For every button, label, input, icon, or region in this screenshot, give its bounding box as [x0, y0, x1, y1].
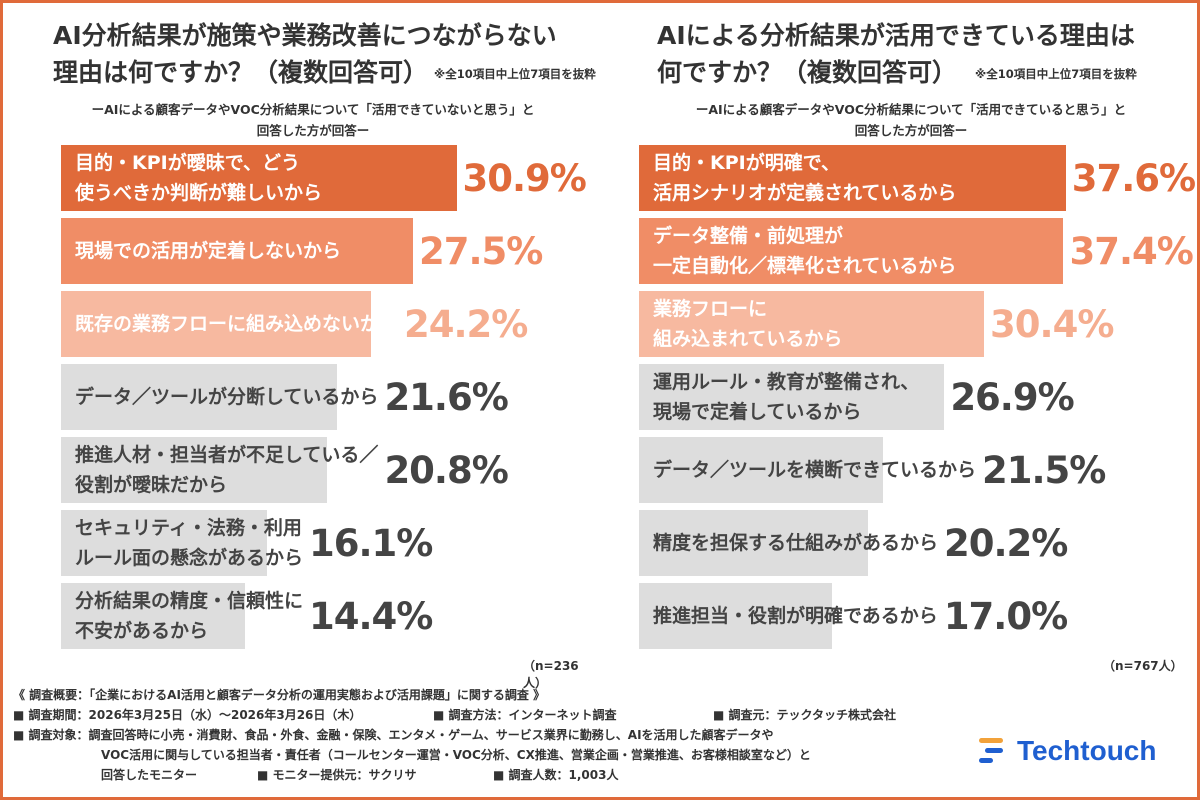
- left-question-title: AI分析結果が施策や業務改善につながらない 理由は何ですか？（複数回答可） ※全1…: [53, 17, 596, 93]
- bar-value-label: 26.9%: [950, 375, 1074, 419]
- bar: [61, 364, 337, 430]
- bar-value-label: 21.6%: [384, 375, 508, 419]
- bar: [61, 510, 267, 576]
- survey-period: ■ 調査期間：2026年3月25日（水）〜2026年3月26日（木）: [13, 708, 362, 722]
- bar-category-label: 運用ルール・教育が整備され、 現場で定着しているから: [653, 371, 920, 423]
- survey-provider: ■ モニター提供元：サクリサ: [257, 768, 417, 782]
- bar: [61, 218, 413, 284]
- bar: [61, 583, 245, 649]
- left-title-line1: AI分析結果が施策や業務改善につながらない: [53, 21, 557, 50]
- bar-row: 業務フローに 組み込まれているから 30.4%: [639, 291, 1197, 357]
- bar-category-label: 推進担当・役割が明確であるから: [653, 605, 938, 627]
- bar: [61, 437, 327, 503]
- right-title-line2: 何ですか？（複数回答可）: [657, 58, 958, 87]
- bar: [639, 583, 832, 649]
- bar: [61, 145, 457, 211]
- bar: [639, 510, 868, 576]
- bar-row: セキュリティ・法務・利用 ルール面の懸念があるから 16.1%: [61, 510, 1119, 576]
- bar-category-label: データ整備・前処理が 一定自動化／標準化されているから: [653, 225, 957, 277]
- left-subtitle: ーAIによる顧客データやVOC分析結果について「活用できていないと思う」と 回答…: [3, 99, 623, 141]
- bar-row: 推進担当・役割が明確であるから 17.0%: [639, 583, 1197, 649]
- bar-row: 現場での活用が定着しないから 27.5%: [61, 218, 1119, 284]
- bar-row: データ整備・前処理が 一定自動化／標準化されているから 37.4%: [639, 218, 1197, 284]
- survey-footer: 《 調査概要：「企業におけるAI活用と顧客データ分析の運用実態および活用課題」に…: [13, 685, 953, 785]
- techtouch-logo-text: Techtouch: [1017, 735, 1157, 766]
- bar: [639, 218, 1063, 284]
- bar-value-label: 37.6%: [1071, 156, 1196, 200]
- bar-category-label: データ／ツールを横断できているから: [653, 459, 977, 481]
- bar-value-label: 16.1%: [309, 521, 433, 565]
- left-panel: AI分析結果が施策や業務改善につながらない 理由は何ですか？（複数回答可） ※全1…: [3, 3, 596, 690]
- bar-value-label: 21.5%: [982, 448, 1106, 492]
- bar-value-label: 20.2%: [944, 521, 1068, 565]
- bar-category-label: 目的・KPIが明確で、 活用シナリオが定義されているから: [653, 152, 957, 204]
- bar-row: 既存の業務フローに組み込めないから 24.2%: [61, 291, 1119, 357]
- techtouch-logo-icon: [979, 738, 1003, 763]
- survey-target-line2: VOC活用に関与している担当者・責任者（コールセンター運営・VOC分析、CX推進…: [101, 748, 811, 762]
- survey-target-line3: 回答したモニター: [101, 768, 198, 782]
- bar-value-label: 20.8%: [384, 448, 508, 492]
- bar-value-label: 17.0%: [943, 594, 1068, 638]
- survey-title: 《 調査概要：「企業におけるAI活用と顧客データ分析の運用実態および活用課題」に…: [13, 688, 546, 702]
- left-subtitle-line1: ーAIによる顧客データやVOC分析結果について「活用できていないと思う」と: [91, 102, 535, 117]
- bar-value-label: 27.5%: [419, 229, 543, 273]
- bar-value-label: 14.4%: [309, 594, 433, 638]
- right-note: ※全10項目中上位7項目を抜粋: [975, 66, 1137, 81]
- bar-row: 分析結果の精度・信頼性に 不安があるから 14.4%: [61, 583, 1119, 649]
- bar-row: 目的・KPIが明確で、 活用シナリオが定義されているから 37.6%: [639, 145, 1197, 211]
- bar: [61, 291, 371, 357]
- left-note: ※全10項目中上位7項目を抜粋: [434, 66, 596, 81]
- bar: [639, 364, 944, 430]
- right-subtitle-line2: 回答した方が回答ー: [854, 123, 968, 138]
- bar-category-label: セキュリティ・法務・利用 ルール面の懸念があるから: [75, 517, 304, 569]
- techtouch-logo: Techtouch: [979, 733, 1156, 769]
- survey-count: ■ 調査人数：1,003人: [493, 768, 619, 782]
- bar-row: 目的・KPIが曖昧で、どう 使うべきか判断が難しいから 30.9%: [61, 145, 1119, 211]
- bar-row: 精度を担保する仕組みがあるから 20.2%: [639, 510, 1197, 576]
- bar-value-label: 24.2%: [404, 302, 528, 346]
- left-title-line2: 理由は何ですか？（複数回答可）: [53, 58, 429, 87]
- survey-source: ■ 調査元：テックタッチ株式会社: [713, 708, 897, 722]
- bar-value-label: 30.9%: [462, 156, 587, 200]
- bar: [639, 145, 1066, 211]
- bar-row: 運用ルール・教育が整備され、 現場で定着しているから 26.9%: [639, 364, 1197, 430]
- bar-category-label: 既存の業務フローに組み込めないから: [75, 313, 399, 335]
- bar-row: データ／ツールを横断できているから 21.5%: [639, 437, 1197, 503]
- survey-target-line1: ■ 調査対象：調査回答時に小売・消費財、食品・外食、金融・保険、エンタメ・ゲーム…: [13, 728, 774, 742]
- bar-category-label: 精度を担保する仕組みがあるから: [653, 532, 939, 554]
- bar-category-label: 分析結果の精度・信頼性に 不安があるから: [75, 590, 304, 642]
- bar: [639, 291, 984, 357]
- bar-value-label: 30.4%: [990, 302, 1114, 346]
- right-subtitle: ーAIによる顧客データやVOC分析結果について「活用できていると思う」と 回答し…: [611, 99, 1197, 141]
- bar-category-label: 業務フローに 組み込まれているから: [653, 298, 843, 350]
- bar-category-label: 現場での活用が定着しないから: [75, 240, 342, 262]
- survey-method: ■ 調査方法：インターネット調査: [433, 708, 617, 722]
- bar-value-label: 37.4%: [1069, 229, 1193, 273]
- bar-category-label: 目的・KPIが曖昧で、どう 使うべきか判断が難しいから: [75, 152, 323, 204]
- bar: [639, 437, 883, 503]
- right-subtitle-line1: ーAIによる顧客データやVOC分析結果について「活用できていると思う」と: [695, 102, 1127, 117]
- bar-category-label: データ／ツールが分断しているから: [75, 386, 379, 408]
- right-panel: AIによる分析結果が活用できている理由は 何ですか？（複数回答可） ※全10項目中…: [603, 3, 1196, 673]
- bar-category-label: 推進人材・担当者が不足している／ 役割が曖昧だから: [75, 444, 379, 496]
- bar-row: 推進人材・担当者が不足している／ 役割が曖昧だから 20.8%: [61, 437, 1119, 503]
- bar-row: データ／ツールが分断しているから 21.6%: [61, 364, 1119, 430]
- right-title-line1: AIによる分析結果が活用できている理由は: [657, 21, 1135, 50]
- right-question-title: AIによる分析結果が活用できている理由は 何ですか？（複数回答可） ※全10項目中…: [657, 17, 1137, 93]
- right-sample-size: （n=767人）: [1103, 659, 1183, 673]
- left-subtitle-line2: 回答した方が回答ー: [256, 123, 370, 138]
- left-sample-size: （n=236人）: [523, 659, 579, 690]
